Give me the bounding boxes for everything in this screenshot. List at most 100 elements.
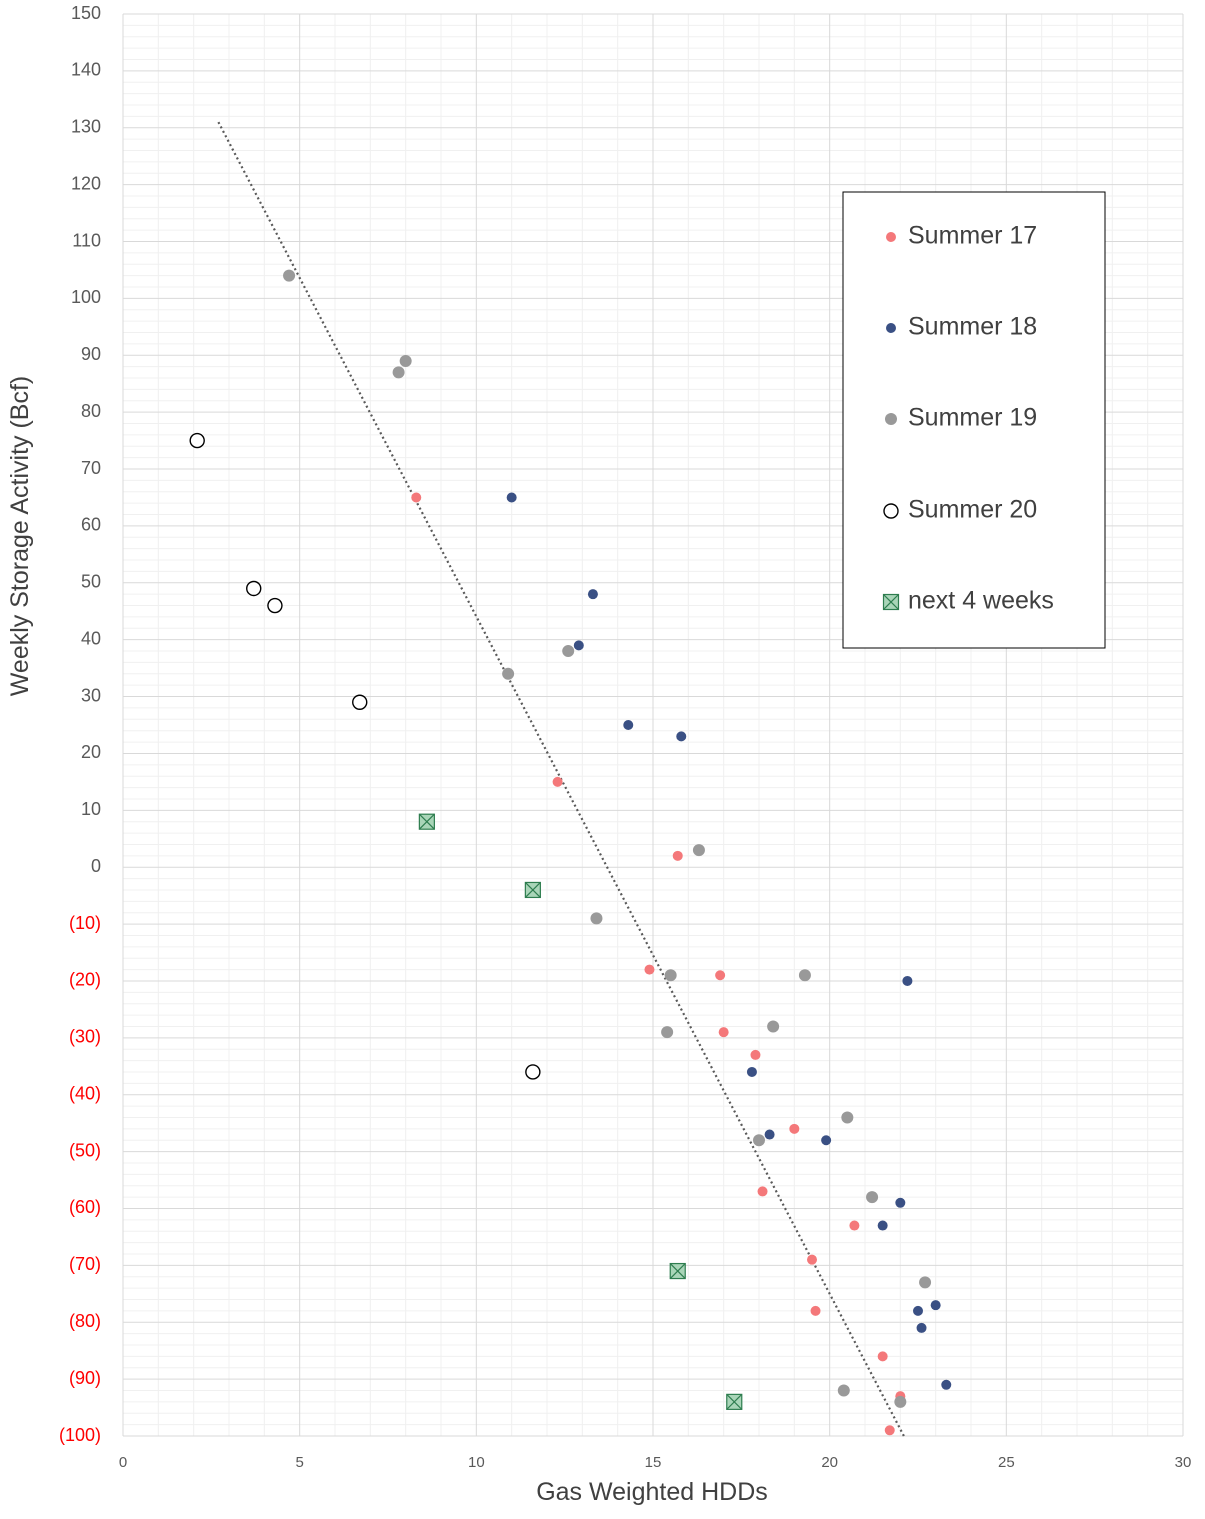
point-summer-19 — [692, 844, 705, 857]
point-summer-18 — [587, 589, 598, 600]
y-tick-label: 10 — [81, 799, 101, 819]
y-tick-label: 100 — [71, 287, 101, 307]
y-tick-label: 140 — [71, 60, 101, 80]
y-tick-label: (50) — [69, 1140, 101, 1160]
y-axis-title: Weekly Storage Activity (Bcf) — [6, 376, 34, 696]
point-summer-18 — [941, 1379, 952, 1390]
point-next-4-weeks — [418, 813, 435, 830]
point-summer-19 — [664, 969, 677, 982]
point-summer-19 — [562, 645, 575, 658]
legend-marker-next-4-weeks — [882, 593, 900, 611]
point-summer-19 — [798, 969, 811, 982]
point-summer-17 — [849, 1220, 860, 1231]
legend-label-next-4-weeks: next 4 weeks — [908, 587, 1054, 615]
y-tick-label: 130 — [71, 117, 101, 137]
legend-marker-summer-19 — [885, 413, 897, 425]
y-tick-label: (100) — [59, 1425, 101, 1445]
point-summer-18 — [746, 1066, 757, 1077]
points-layer — [189, 269, 952, 1436]
y-tick-label: (10) — [69, 913, 101, 933]
point-summer-18 — [930, 1300, 941, 1311]
point-summer-19 — [502, 667, 515, 680]
y-tick-label: 60 — [81, 515, 101, 535]
point-summer-19 — [399, 354, 412, 367]
point-summer-18 — [764, 1129, 775, 1140]
legend: Summer 17 Summer 18 Summer 19 Summer 20 next… — [842, 191, 1106, 649]
point-next-4-weeks — [669, 1262, 686, 1280]
legend-label-summer-19: Summer 19 — [908, 404, 1037, 432]
point-summer-18 — [573, 640, 584, 651]
point-next-4-weeks — [524, 881, 541, 899]
point-summer-19 — [841, 1111, 854, 1124]
x-tick-label: 20 — [821, 1454, 838, 1471]
point-summer-20 — [189, 432, 205, 449]
point-summer-20 — [525, 1064, 541, 1080]
tick-layer: 1501401301201101009080706050403020100(10… — [59, 3, 1191, 1471]
point-summer-20 — [246, 580, 262, 597]
y-tick-label: (70) — [69, 1254, 101, 1274]
point-summer-17 — [789, 1123, 800, 1134]
y-tick-label: (40) — [69, 1083, 101, 1103]
x-tick-label: 25 — [998, 1454, 1015, 1471]
point-summer-17 — [715, 970, 726, 981]
legend-marker-summer-18 — [886, 323, 896, 333]
point-summer-18 — [902, 975, 913, 986]
legend-label-summer-20: Summer 20 — [908, 496, 1037, 524]
point-summer-17 — [718, 1027, 729, 1038]
x-tick-label: 15 — [645, 1454, 662, 1471]
x-tick-label: 30 — [1175, 1454, 1192, 1471]
y-tick-label: (60) — [69, 1197, 101, 1217]
point-summer-18 — [877, 1220, 888, 1231]
point-summer-17 — [672, 850, 683, 861]
y-tick-label: 120 — [71, 173, 101, 193]
point-summer-20 — [267, 597, 283, 614]
legend-label-summer-18: Summer 18 — [908, 313, 1037, 341]
point-summer-18 — [916, 1322, 927, 1333]
point-summer-17 — [877, 1351, 888, 1362]
y-tick-label: 90 — [81, 344, 101, 364]
y-tick-label: 30 — [81, 685, 101, 705]
point-summer-17 — [757, 1186, 768, 1197]
y-tick-label: 20 — [81, 742, 101, 762]
x-tick-label: 0 — [119, 1454, 127, 1471]
point-summer-19 — [919, 1276, 932, 1289]
point-summer-19 — [661, 1026, 674, 1039]
point-summer-17 — [810, 1305, 821, 1316]
x-tick-label: 5 — [295, 1454, 303, 1471]
legend-marker-summer-17 — [886, 232, 896, 242]
point-summer-17 — [644, 964, 655, 975]
y-tick-label: 0 — [91, 856, 101, 876]
y-tick-label: (20) — [69, 970, 101, 990]
y-tick-label: (30) — [69, 1027, 101, 1047]
y-tick-label: 50 — [81, 572, 101, 592]
y-tick-label: 150 — [71, 3, 101, 23]
point-summer-18 — [506, 492, 517, 503]
legend-label-summer-17: Summer 17 — [908, 222, 1037, 250]
point-summer-19 — [866, 1191, 879, 1204]
point-next-4-weeks — [726, 1393, 743, 1410]
y-tick-label: 40 — [81, 628, 101, 648]
point-summer-18 — [895, 1197, 906, 1208]
point-summer-17 — [807, 1254, 817, 1265]
point-summer-17 — [411, 492, 422, 503]
point-summer-17 — [884, 1425, 895, 1436]
point-summer-19 — [894, 1395, 907, 1408]
y-tick-label: 80 — [81, 401, 101, 421]
point-summer-19 — [392, 366, 405, 379]
point-summer-18 — [623, 720, 634, 730]
point-summer-18 — [913, 1305, 923, 1316]
y-tick-label: (90) — [69, 1368, 101, 1388]
point-summer-17 — [552, 776, 563, 787]
y-tick-label: 110 — [72, 230, 101, 250]
point-summer-20 — [352, 694, 368, 710]
x-tick-label: 10 — [468, 1454, 485, 1471]
point-summer-17 — [750, 1049, 761, 1060]
y-tick-label: (80) — [69, 1311, 101, 1331]
point-summer-19 — [837, 1384, 850, 1397]
y-tick-label: 70 — [81, 458, 101, 478]
point-summer-18 — [821, 1135, 832, 1146]
point-summer-19 — [767, 1020, 780, 1033]
point-summer-18 — [676, 731, 687, 742]
